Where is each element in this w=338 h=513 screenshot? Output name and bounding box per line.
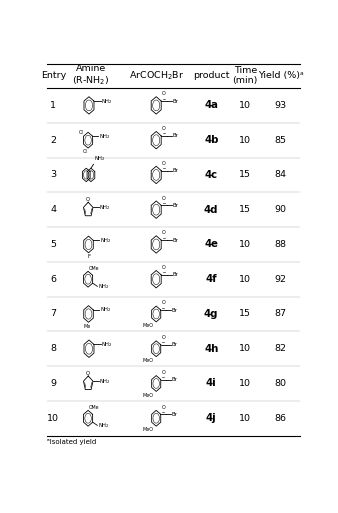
Text: NH$_2$: NH$_2$: [94, 154, 106, 164]
Text: ArCOCH$_2$Br: ArCOCH$_2$Br: [128, 70, 184, 82]
Text: 4d: 4d: [204, 205, 218, 214]
Text: O: O: [162, 126, 166, 131]
Text: 7: 7: [50, 309, 56, 319]
Text: Cl: Cl: [83, 149, 88, 154]
Text: 92: 92: [274, 274, 287, 284]
Text: 4h: 4h: [204, 344, 218, 354]
Text: 10: 10: [239, 379, 251, 388]
Text: O: O: [162, 265, 166, 270]
Text: ᵃIsolated yield: ᵃIsolated yield: [47, 439, 96, 445]
Text: O: O: [162, 335, 165, 340]
Text: Br: Br: [171, 307, 177, 312]
Text: Time
(min): Time (min): [233, 66, 258, 86]
Text: MeO: MeO: [142, 392, 153, 398]
Text: 87: 87: [274, 309, 287, 319]
Text: Br: Br: [171, 342, 177, 347]
Text: 84: 84: [274, 170, 287, 180]
Text: 10: 10: [239, 240, 251, 249]
Text: MeO: MeO: [142, 358, 153, 363]
Text: O: O: [162, 300, 165, 305]
Text: Yield (%)ᵃ: Yield (%)ᵃ: [258, 71, 304, 80]
Text: Entry: Entry: [41, 71, 66, 80]
Text: 10: 10: [239, 414, 251, 423]
Text: 15: 15: [239, 170, 251, 180]
Text: Br: Br: [173, 203, 178, 208]
Text: O: O: [86, 197, 90, 202]
Text: NH$_2$: NH$_2$: [99, 132, 111, 141]
Text: Cl: Cl: [78, 130, 83, 135]
Text: 4i: 4i: [206, 379, 217, 388]
Text: Br: Br: [173, 168, 178, 173]
Text: NH$_2$: NH$_2$: [100, 305, 112, 314]
Text: 6: 6: [50, 274, 56, 284]
Text: O: O: [162, 405, 165, 409]
Text: Br: Br: [173, 272, 178, 278]
Text: 4e: 4e: [204, 240, 218, 249]
Text: Br: Br: [173, 98, 178, 104]
Text: NH$_2$: NH$_2$: [100, 236, 112, 245]
Text: 82: 82: [274, 344, 287, 353]
Text: Amine
(R-NH$_2$): Amine (R-NH$_2$): [72, 64, 109, 87]
Text: 8: 8: [50, 344, 56, 353]
Text: NH$_2$: NH$_2$: [99, 377, 111, 386]
Text: 10: 10: [47, 414, 59, 423]
Text: 15: 15: [239, 205, 251, 214]
Text: 4g: 4g: [204, 309, 218, 319]
Text: 10: 10: [239, 344, 251, 353]
Text: 90: 90: [274, 205, 287, 214]
Text: Br: Br: [171, 377, 177, 382]
Text: product: product: [193, 71, 230, 80]
Text: 2: 2: [50, 135, 56, 145]
Text: MeO: MeO: [142, 323, 153, 328]
Text: O: O: [162, 91, 166, 96]
Text: MeO: MeO: [142, 427, 153, 432]
Text: Br: Br: [173, 133, 178, 139]
Text: Me: Me: [83, 324, 91, 329]
Text: O: O: [162, 195, 166, 201]
Text: NH$_2$: NH$_2$: [99, 203, 111, 212]
Text: 4f: 4f: [206, 274, 217, 284]
Text: 3: 3: [50, 170, 56, 180]
Text: NH$_2$: NH$_2$: [98, 421, 110, 430]
Text: 15: 15: [239, 309, 251, 319]
Text: 4b: 4b: [204, 135, 218, 145]
Text: Br: Br: [173, 238, 178, 243]
Text: 4: 4: [50, 205, 56, 214]
Text: 10: 10: [239, 274, 251, 284]
Text: O: O: [162, 370, 165, 375]
Text: OMe: OMe: [89, 405, 99, 409]
Text: NH$_2$: NH$_2$: [101, 96, 113, 106]
Text: 4j: 4j: [206, 413, 217, 423]
Text: F: F: [87, 254, 90, 260]
Text: 4c: 4c: [205, 170, 218, 180]
Text: OMe: OMe: [89, 266, 99, 270]
Text: 5: 5: [50, 240, 56, 249]
Text: Br: Br: [171, 412, 177, 417]
Text: 93: 93: [274, 101, 287, 110]
Text: 85: 85: [274, 135, 287, 145]
Text: O: O: [162, 230, 166, 235]
Text: NH$_2$: NH$_2$: [101, 340, 113, 349]
Text: 10: 10: [239, 101, 251, 110]
Text: 1: 1: [50, 101, 56, 110]
Text: O: O: [86, 370, 90, 376]
Text: NH$_2$: NH$_2$: [98, 282, 110, 291]
Text: O: O: [162, 161, 166, 166]
Text: 4a: 4a: [204, 101, 218, 110]
Text: 80: 80: [274, 379, 287, 388]
Text: 88: 88: [274, 240, 287, 249]
Text: 86: 86: [274, 414, 287, 423]
Text: 10: 10: [239, 135, 251, 145]
Text: 9: 9: [50, 379, 56, 388]
